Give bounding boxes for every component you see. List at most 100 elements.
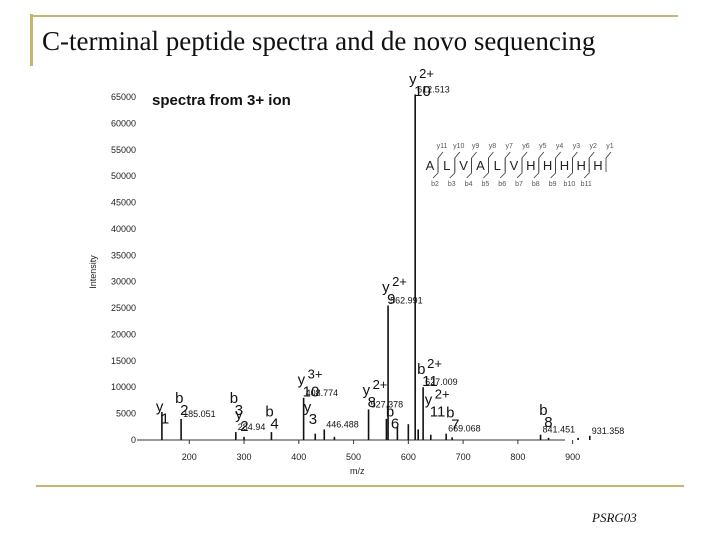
ion-index: 2	[180, 402, 188, 419]
y-tick-label: 20000	[111, 329, 136, 339]
peak-label: 527.378	[371, 399, 404, 409]
b-fragment-mark	[583, 158, 590, 179]
chart-title: spectra from 3+ ion	[152, 92, 291, 109]
ion-index: 2	[240, 418, 248, 435]
peak-label: 185.051	[183, 409, 216, 419]
b-fragment-mark	[567, 158, 573, 179]
ion-letter: b	[175, 390, 183, 407]
peak-label: 284.94	[238, 422, 266, 432]
ion-index: 3	[235, 402, 243, 419]
ion-charge: 2+	[427, 356, 442, 371]
sequence-residue: L	[494, 158, 501, 173]
b-fragment-label: b9	[549, 181, 557, 188]
ion-letter: b	[386, 403, 394, 420]
y-fragment-label: y1	[606, 143, 614, 150]
ion-letter: b	[265, 403, 273, 420]
ion-letter: y	[363, 382, 371, 399]
ion-label: y 3+ 10	[298, 367, 323, 401]
b-fragment-label: b11	[581, 181, 592, 188]
ion-charge: 3+	[308, 367, 323, 382]
spectrum-peaks	[161, 94, 591, 440]
ion-letter: b	[446, 404, 454, 421]
x-axis-label: m/z	[350, 466, 365, 476]
peak-label: 446.488	[326, 419, 359, 429]
b-fragment-label: b3	[448, 181, 456, 188]
ion-index: 1	[161, 411, 169, 428]
b-fragment-label: b8	[532, 181, 540, 188]
sequence-residue: H	[526, 158, 535, 173]
ion-label: y1	[156, 399, 169, 428]
y-fragment-label: y11	[437, 143, 448, 150]
b-fragment-label: b6	[498, 181, 506, 188]
y-fragment-label: y4	[556, 143, 564, 150]
ion-index: 11	[430, 404, 446, 421]
peak-label: 931.358	[592, 426, 625, 436]
ion-index: 8	[368, 394, 376, 411]
ion-label: b3	[230, 390, 243, 419]
y-tick-label: 0	[131, 435, 136, 445]
sequence-residue: V	[459, 158, 468, 173]
sequence-residue: V	[510, 158, 519, 173]
y-fragment-mark	[605, 151, 612, 172]
title-accent-bar	[30, 14, 33, 66]
y-tick-label: 55000	[111, 145, 136, 155]
x-tick-label: 500	[346, 452, 361, 462]
peak-label: 612.513	[417, 84, 450, 94]
x-tick-label: 700	[456, 452, 471, 462]
ion-index: 10	[303, 384, 320, 401]
ion-label: b2	[175, 390, 188, 419]
ion-letter: b	[230, 390, 238, 407]
title-top-rule	[30, 15, 678, 17]
ion-index: 10	[414, 83, 431, 100]
y-tick-label: 30000	[111, 277, 136, 287]
y-tick-label: 25000	[111, 303, 136, 313]
b-fragment-mark	[466, 158, 472, 179]
peak-label: 562.991	[390, 295, 423, 305]
sequence-residue: H	[577, 158, 586, 173]
b-fragment-label: b10	[564, 181, 576, 188]
chart-axes: 200 300 400 500 600 700 800 900 0 5000 10000 15000 2…	[111, 92, 580, 462]
ion-letter: y	[382, 279, 390, 296]
y-fragment-label: y6	[522, 143, 530, 150]
x-tick-label: 200	[182, 452, 197, 462]
sequence-residue: H	[543, 158, 552, 173]
ion-index: 8	[544, 414, 552, 431]
slide-title: C-terminal peptide spectra and de novo s…	[42, 26, 596, 56]
ion-index: 3	[309, 411, 317, 428]
x-tick-label: 900	[565, 452, 580, 462]
ion-label: y 2+ 11	[425, 387, 450, 421]
ion-charge: 2+	[435, 387, 450, 402]
y-tick-label: 15000	[111, 356, 136, 366]
b-fragment-label: b5	[482, 181, 490, 188]
b-fragment-mark	[533, 158, 540, 179]
ion-label: y 2+ 10	[409, 66, 434, 100]
sequence-residue: L	[443, 158, 450, 173]
footer-rule	[36, 485, 684, 487]
ion-label: y3	[304, 399, 317, 428]
y-tick-label: 5000	[116, 409, 136, 419]
ion-label: y2	[235, 406, 248, 435]
ion-letter: b	[539, 402, 547, 419]
ion-label: b6	[386, 403, 399, 432]
ion-index: 11	[422, 373, 438, 390]
x-tick-label: 300	[237, 452, 252, 462]
ion-charge: 2+	[392, 274, 407, 289]
b-fragment-mark	[483, 158, 489, 179]
sequence-residue: A	[426, 158, 435, 173]
y-fragment-label: y5	[539, 143, 547, 150]
y-fragment-label: y10	[453, 143, 464, 150]
ion-letter: y	[425, 392, 433, 409]
b-fragment-label: b2	[431, 181, 439, 188]
y-fragment-label: y9	[472, 143, 480, 150]
ion-label: b8	[539, 402, 552, 431]
ion-letter: y	[235, 406, 243, 423]
y-tick-label: 65000	[111, 92, 136, 102]
ion-label: b4	[265, 403, 278, 432]
y-tick-label: 35000	[111, 250, 136, 260]
ion-label: y 2+ 8	[363, 377, 388, 411]
ion-letter: y	[304, 399, 312, 416]
peak-label: 627.009	[425, 377, 458, 387]
y-tick-label: 40000	[111, 224, 136, 234]
ion-charge: 2+	[373, 377, 388, 392]
